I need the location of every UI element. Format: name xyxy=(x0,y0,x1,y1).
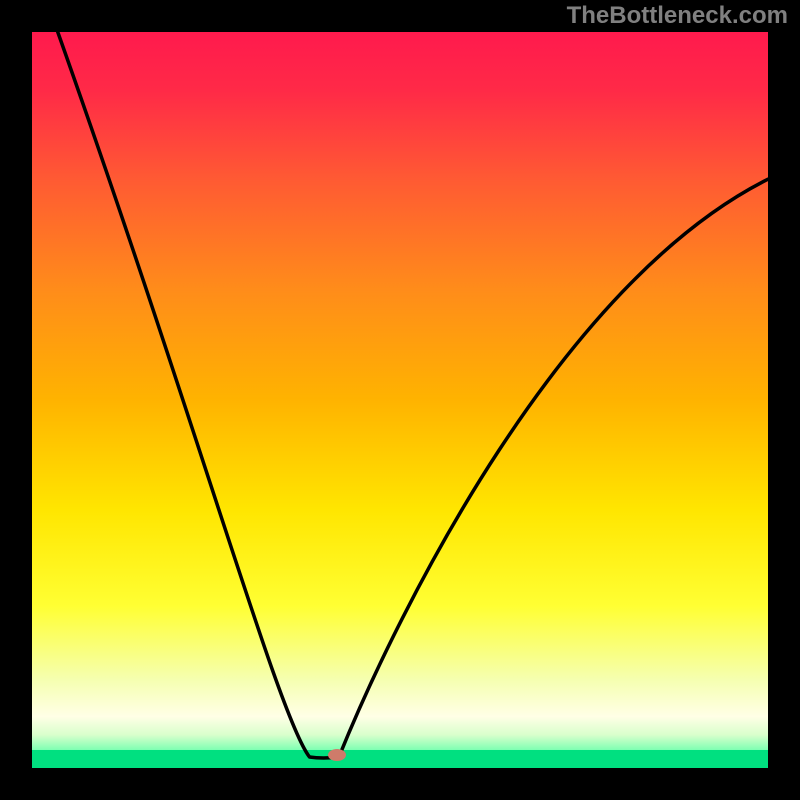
chart-root: TheBottleneck.com xyxy=(0,0,800,800)
gradient-background xyxy=(32,32,768,768)
optimum-marker xyxy=(328,749,346,761)
watermark-text: TheBottleneck.com xyxy=(567,2,788,30)
green-bottom-band xyxy=(32,750,768,768)
